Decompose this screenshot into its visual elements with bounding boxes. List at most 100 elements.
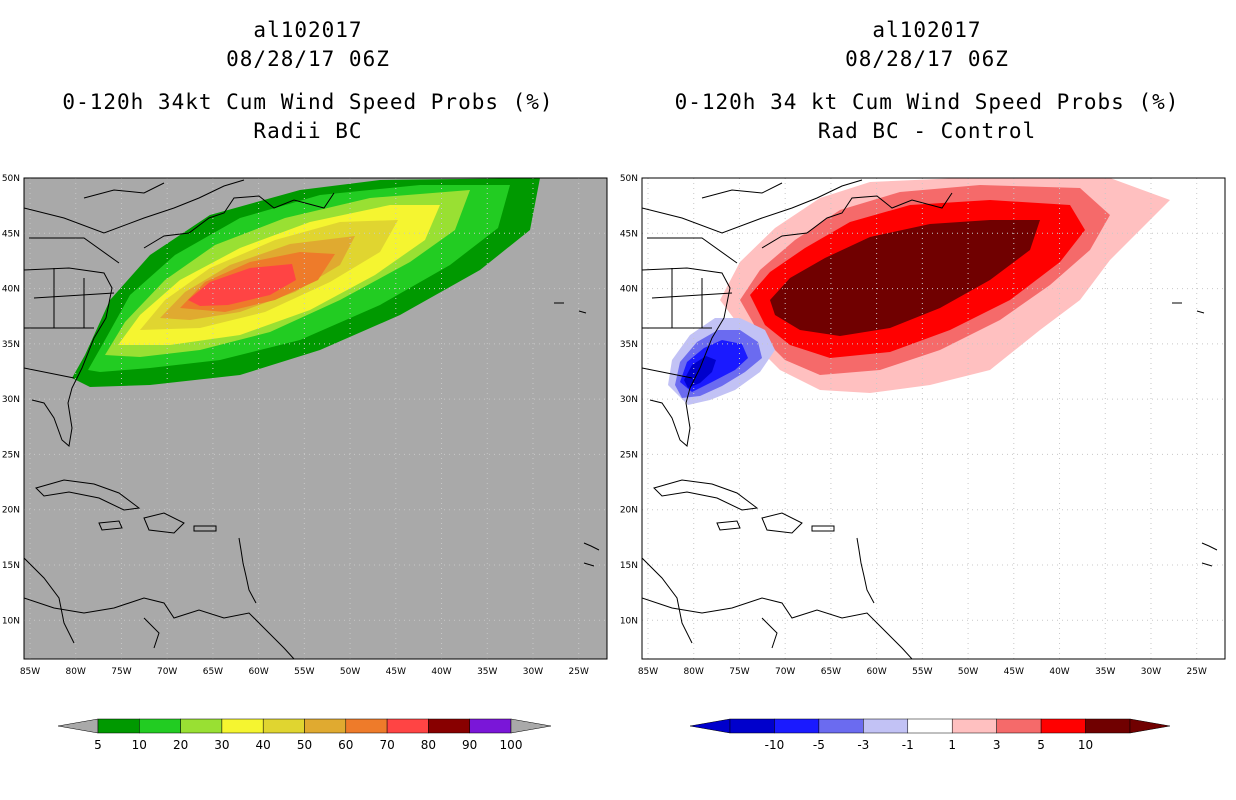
- right-colorbar: -10 -5 -3 -1 1 3 5 10: [689, 718, 1171, 752]
- colorbar-label: 30: [214, 738, 229, 752]
- colorbar-swatch: [180, 718, 223, 734]
- colorbar-swatch: [428, 718, 470, 734]
- lon-tick-label: 30W: [523, 667, 543, 677]
- coastline: [647, 237, 738, 264]
- coastline: [761, 192, 953, 249]
- lon-tick-label: 35W: [477, 667, 497, 677]
- right-contour-pos-10: [770, 220, 1040, 336]
- lon-tick-label: 75W: [111, 667, 131, 677]
- colorbar-label: -10: [765, 738, 785, 752]
- colorbar-swatch: [97, 718, 140, 734]
- lon-tick-label: 55W: [912, 667, 932, 677]
- colorbar-swatch: [345, 718, 388, 734]
- coastline: [642, 267, 731, 447]
- right-product-title: 0-120h 34 kt Cum Wind Speed Probs (%): [674, 90, 1180, 114]
- coastline: [143, 617, 160, 649]
- left-contour-70: [188, 264, 296, 306]
- colorbar-label: 50: [297, 738, 312, 752]
- lat-tick-label: 30N: [2, 395, 20, 405]
- left-grid: [24, 178, 607, 659]
- coastline: [1201, 542, 1218, 551]
- colorbar-swatch: [907, 718, 953, 734]
- colorbar-label: 3: [993, 738, 1001, 752]
- lat-tick-label: 15N: [620, 561, 638, 571]
- left-storm-id: al102017: [253, 18, 363, 42]
- colorbar-label: 90: [462, 738, 477, 752]
- colorbar-swatch: [139, 718, 181, 734]
- colorbar-swatch: [818, 718, 864, 734]
- colorbar-label: 5: [1037, 738, 1045, 752]
- right-map: 50N 45N 40N 35N 30N 25N 20N 15N 10N 85W 80W 75W 70W…: [620, 174, 1226, 677]
- colorbar-label: -3: [857, 738, 869, 752]
- coastline: [856, 537, 875, 604]
- colorbar-label: 60: [338, 738, 353, 752]
- coastline: [24, 597, 295, 659]
- lon-tick-label: 85W: [638, 667, 658, 677]
- lon-tick-label: 80W: [66, 667, 86, 677]
- lat-tick-label: 50N: [620, 174, 638, 184]
- lon-tick-label: 45W: [1004, 667, 1024, 677]
- left-map: 50N 45N 40N 35N 30N 25N 20N 15N 10N 85W 80W 75W 70W…: [2, 174, 608, 677]
- left-panel-subtitle: 0-120h 34kt Cum Wind Speed Probs (%) Rad…: [0, 88, 616, 146]
- colorbar-swatch: [221, 718, 264, 734]
- coastline: [583, 562, 595, 567]
- lon-tick-label: 70W: [157, 667, 177, 677]
- lat-tick-label: 30N: [620, 395, 638, 405]
- lon-tick-label: 35W: [1095, 667, 1115, 677]
- colorbar-swatch: [1085, 718, 1131, 734]
- lat-tick-label: 45N: [620, 229, 638, 239]
- right-lat-labels: 50N 45N 40N 35N 30N 25N 20N 15N 10N: [620, 174, 638, 626]
- coastline: [35, 479, 141, 511]
- colorbar-swatch: [262, 718, 305, 734]
- colorbar-swatch: [996, 718, 1042, 734]
- colorbar-swatch: [1040, 718, 1086, 734]
- lat-tick-label: 45N: [2, 229, 20, 239]
- colorbar-label: 20: [173, 738, 188, 752]
- colorbar-low-arrow: [57, 718, 99, 734]
- lon-tick-label: 65W: [821, 667, 841, 677]
- lat-tick-label: 40N: [2, 285, 20, 295]
- right-panel-title: al102017 08/28/17 06Z: [618, 16, 1236, 74]
- colorbar-swatch: [729, 718, 775, 734]
- colorbar-label: 100: [500, 738, 523, 752]
- lon-tick-label: 70W: [775, 667, 795, 677]
- lon-tick-label: 25W: [1187, 667, 1207, 677]
- coastline: [642, 367, 693, 379]
- lon-tick-label: 50W: [340, 667, 360, 677]
- coastline: [642, 597, 913, 659]
- colorbar-label: -1: [902, 738, 914, 752]
- lat-tick-label: 25N: [620, 450, 638, 460]
- lon-tick-label: 75W: [729, 667, 749, 677]
- lat-tick-label: 10N: [620, 616, 638, 626]
- colorbar-swatch: [951, 718, 997, 734]
- coastline: [716, 520, 741, 531]
- coastline: [143, 512, 185, 534]
- right-map-border: [641, 177, 1226, 660]
- coastline: [761, 512, 803, 534]
- lat-tick-label: 50N: [2, 174, 20, 184]
- left-map-border: [23, 177, 608, 660]
- coastline: [642, 179, 863, 234]
- colorbar-swatch: [386, 718, 429, 734]
- colorbar-label: 70: [379, 738, 394, 752]
- right-difference-contours: [668, 178, 1170, 405]
- right-lon-labels: 85W 80W 75W 70W 65W 60W 55W 50W 45W 40W 35W 30W 25W: [638, 667, 1207, 677]
- colorbar-swatch: [863, 718, 909, 734]
- lon-tick-label: 55W: [294, 667, 314, 677]
- coastline: [24, 367, 75, 379]
- right-product-subtitle: Rad BC - Control: [817, 119, 1037, 143]
- colorbar-high-arrow: [1129, 718, 1171, 734]
- lon-tick-label: 45W: [386, 667, 406, 677]
- colorbar-swatch: [304, 718, 347, 734]
- lat-tick-label: 10N: [2, 616, 20, 626]
- right-panel-subtitle: 0-120h 34 kt Cum Wind Speed Probs (%) Ra…: [618, 88, 1236, 146]
- coastline: [24, 267, 113, 447]
- colorbar-label: 40: [256, 738, 271, 752]
- left-coastlines: [24, 179, 600, 659]
- lat-tick-label: 35N: [2, 340, 20, 350]
- coastline: [83, 182, 165, 199]
- left-lat-labels: 50N 45N 40N 35N 30N 25N 20N 15N 10N: [2, 174, 20, 626]
- colorbar-label: 80: [421, 738, 436, 752]
- lon-tick-label: 85W: [20, 667, 40, 677]
